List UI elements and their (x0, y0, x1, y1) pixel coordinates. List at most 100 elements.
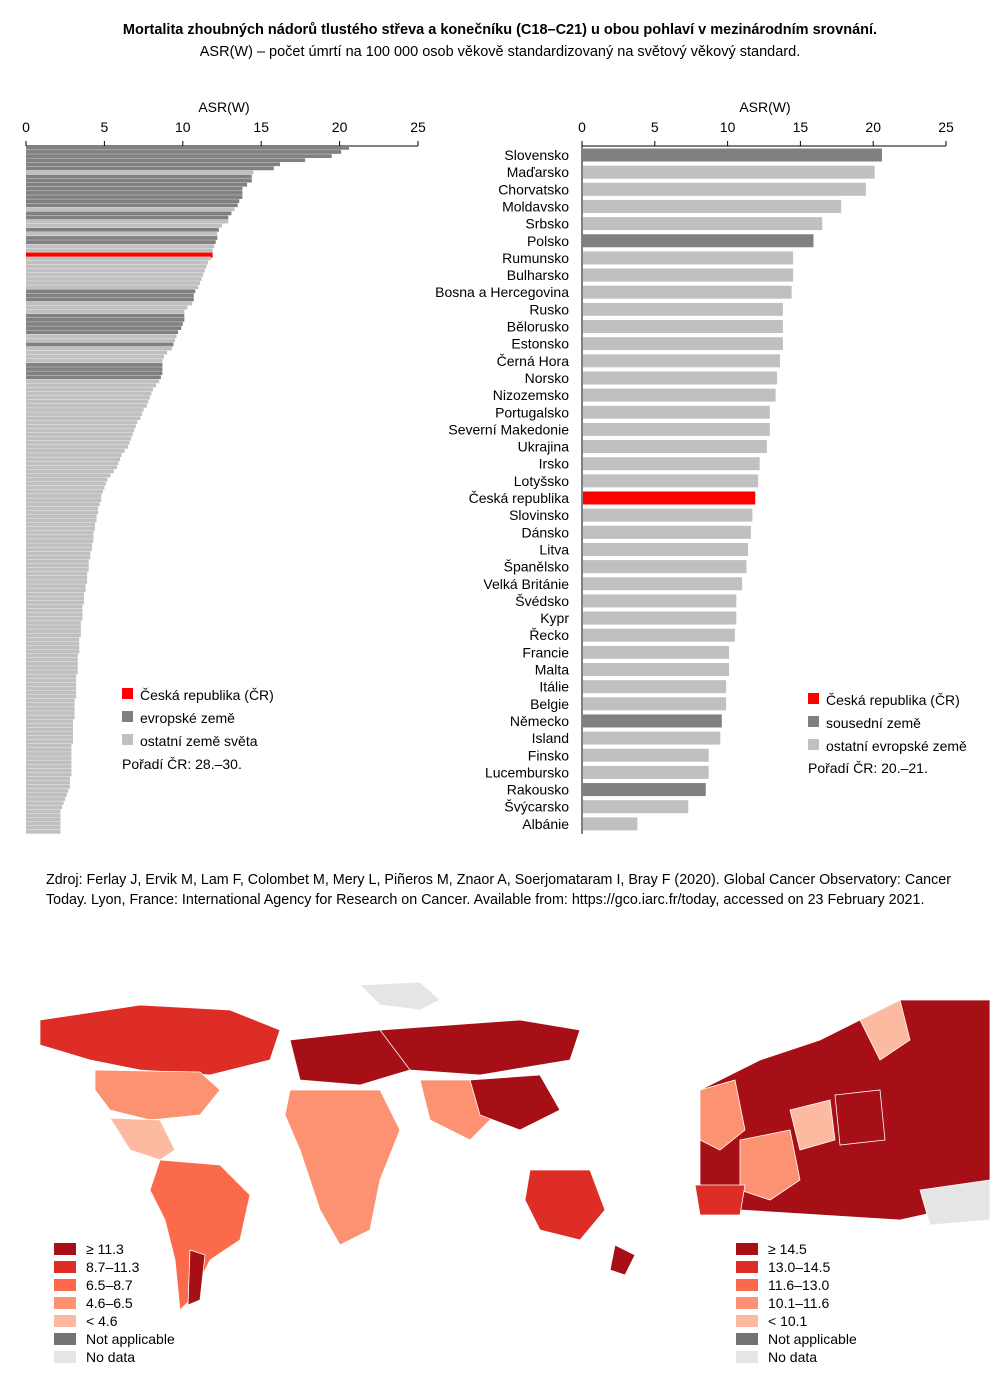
left-legend-swatch (122, 734, 133, 745)
left-legend-label: Česká republika (ČR) (140, 687, 274, 703)
left-bar (26, 293, 194, 298)
left-bar (26, 547, 92, 552)
left-bar (26, 432, 133, 437)
canada-shape (39, 1004, 281, 1076)
greenland-shape (359, 981, 441, 1011)
left-bar (26, 535, 94, 539)
middle-asia-shape (419, 1079, 501, 1141)
right-category-label: Španělsko (504, 559, 570, 575)
left-bar (26, 637, 80, 642)
left-bar (26, 227, 219, 232)
left-bar (26, 465, 117, 470)
right-bar (583, 663, 730, 676)
right-bar (583, 302, 783, 316)
right-bar (583, 628, 735, 642)
left-bar (26, 236, 218, 240)
left-bar (26, 739, 74, 744)
right-category-label: Norsko (525, 370, 570, 386)
left-bar (26, 604, 83, 609)
right-category-label: Moldavsko (502, 198, 569, 214)
left-bar (26, 264, 207, 269)
europe-legend-label: Not applicable (768, 1331, 857, 1347)
right-bar (583, 765, 709, 779)
left-bar (26, 449, 125, 453)
left-bar (26, 805, 63, 810)
right-category-label: Severní Makedonie (448, 421, 569, 437)
left-bar (26, 760, 72, 765)
left-bar (26, 801, 64, 806)
china-shape (469, 1074, 561, 1131)
right-bar (583, 697, 727, 711)
right-category-label: Rakousko (507, 782, 569, 798)
right-bar (583, 491, 756, 505)
left-bar (26, 211, 232, 216)
left-bar (26, 440, 130, 445)
world-legend-swatch (54, 1279, 76, 1291)
right-category-label: Velká Británie (483, 576, 569, 592)
right-bar (583, 251, 794, 265)
right-bar (583, 165, 875, 179)
left-bar (26, 256, 212, 261)
left-bar (26, 358, 163, 363)
right-bar (583, 680, 727, 694)
left-bar (26, 420, 138, 425)
left-bar (26, 702, 75, 707)
left-bar (26, 186, 243, 191)
left-axis-label: ASR(W) (198, 99, 249, 115)
europe-legend-label: 13.0–14.5 (768, 1259, 830, 1275)
france-shape (739, 1129, 801, 1201)
australia-shape (524, 1169, 606, 1241)
left-bar (26, 526, 95, 531)
left-bar (26, 326, 182, 330)
right-category-label: Kypr (540, 610, 569, 626)
left-bar (26, 346, 172, 351)
right-category-label: Rusko (529, 301, 569, 317)
left-bar (26, 633, 81, 638)
left-bar (26, 711, 75, 715)
left-bar (26, 395, 150, 400)
iberia-shape (694, 1184, 746, 1216)
left-bar (26, 662, 78, 666)
left-bar (26, 551, 91, 556)
left-bar (26, 416, 141, 421)
right-tick-label: 0 (578, 119, 586, 135)
left-bar (26, 297, 194, 302)
left-bar (26, 707, 75, 711)
europe-map (694, 999, 991, 1226)
right-category-label: Bulharsko (507, 267, 569, 283)
right-bar (583, 714, 722, 728)
right-bar (583, 748, 709, 762)
bar-charts: ASR(W) 0 5 10 15 20 25 Česká republika (ČR) evro… (22, 99, 967, 834)
right-category-label: Island (532, 730, 569, 746)
right-category-label: Ukrajina (518, 439, 570, 455)
europe-legend-swatch (736, 1279, 758, 1291)
left-bar (26, 522, 95, 527)
right-category-label: Srbsko (525, 216, 569, 232)
left-bar (26, 223, 222, 228)
left-bar (26, 768, 72, 773)
right-category-label: Lotyšsko (514, 473, 569, 489)
finland-shape (859, 999, 911, 1061)
left-bar (26, 453, 122, 457)
left-bar (26, 162, 281, 167)
right-bar (583, 457, 760, 471)
left-bar (26, 809, 61, 814)
left-bar (26, 743, 72, 748)
left-bar (26, 752, 72, 756)
left-bar (26, 444, 128, 449)
world-legend-swatch (54, 1261, 76, 1273)
left-bar (26, 383, 157, 388)
left-bar (26, 428, 135, 433)
left-legend-label: evropské země (140, 710, 235, 726)
right-category-label: Itálie (539, 679, 569, 695)
right-legend-swatch (808, 739, 819, 750)
chart-title: Mortalita zhoubných nádorů tlustého stře… (122, 22, 878, 38)
left-tick-label: 20 (332, 119, 348, 135)
europe-legend-label: 11.6–13.0 (768, 1277, 829, 1293)
left-bar (26, 182, 248, 187)
left-bar (26, 363, 163, 367)
left-bar (26, 571, 88, 576)
left-bar (26, 588, 86, 593)
britain-shape (699, 1079, 746, 1151)
left-bar (26, 170, 254, 175)
